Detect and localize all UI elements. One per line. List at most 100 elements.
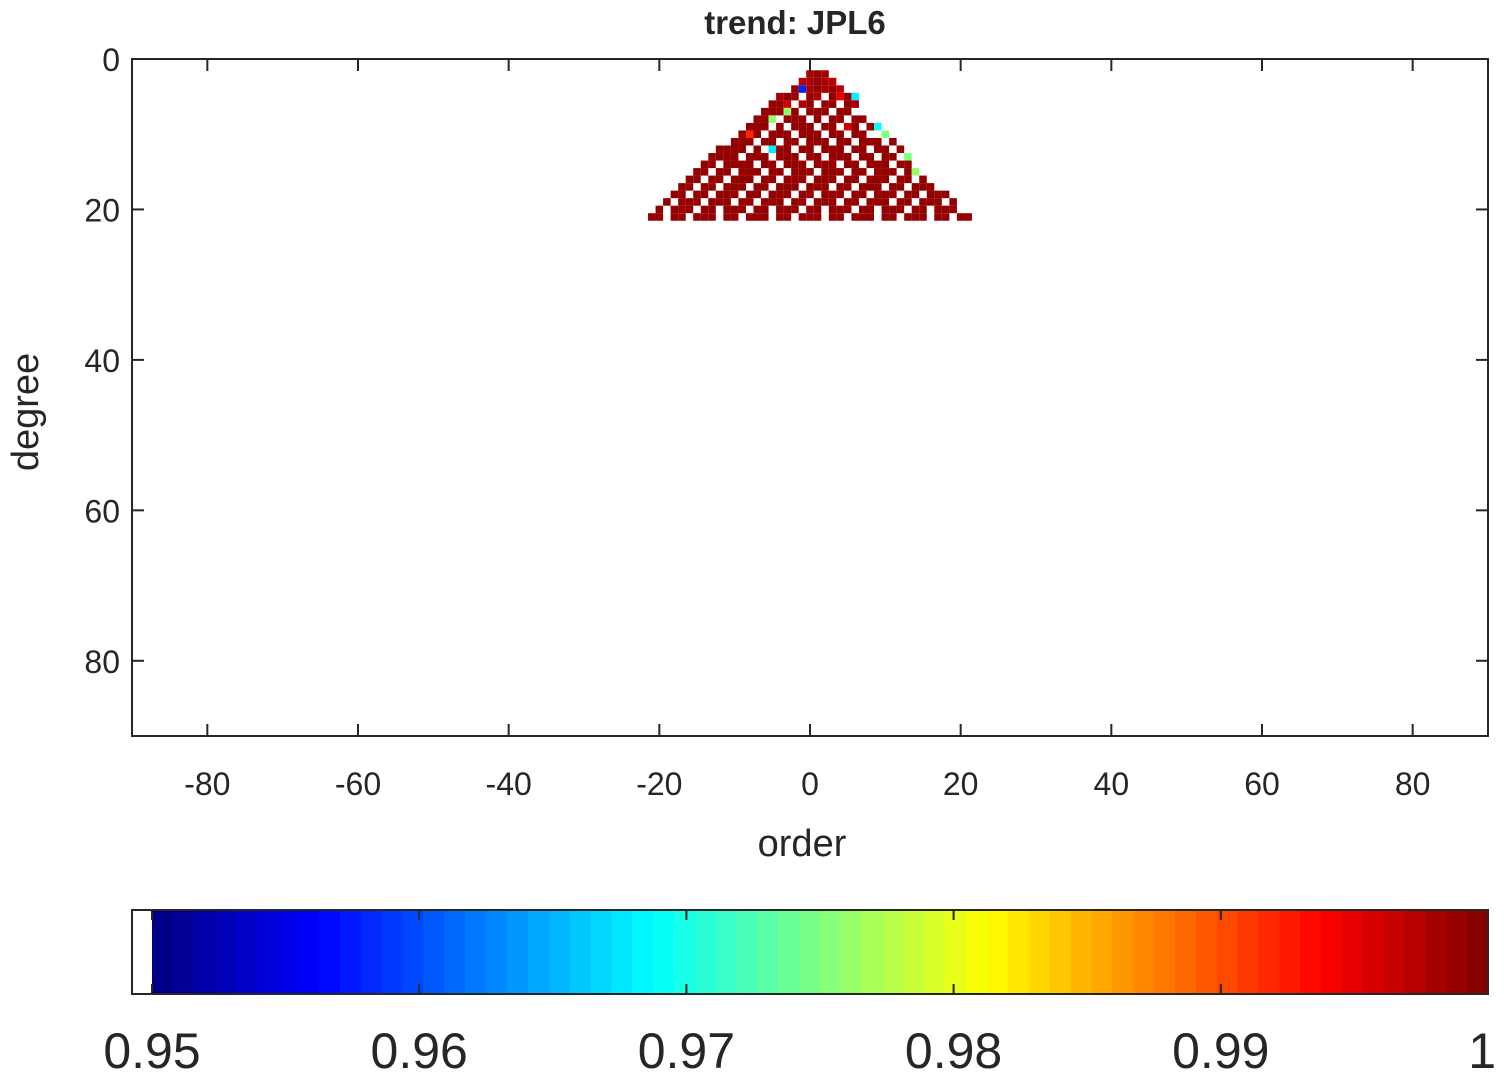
heatmap-cell xyxy=(836,92,844,101)
colorbar-swatch xyxy=(214,910,237,994)
colorbar-swatch xyxy=(1133,910,1155,994)
heatmap-cell xyxy=(806,137,814,146)
heatmap-cell xyxy=(753,168,762,176)
heatmap-cell xyxy=(813,70,822,78)
heatmap-cell xyxy=(851,130,859,138)
heatmap-cell xyxy=(685,183,694,191)
heatmap-cell xyxy=(745,198,754,206)
heatmap-cell xyxy=(866,122,875,131)
heatmap-cell xyxy=(934,190,942,199)
colorbar-swatch xyxy=(1467,910,1489,994)
heatmap-cell xyxy=(896,205,905,214)
heatmap-cell xyxy=(715,153,724,161)
heatmap-cell xyxy=(889,190,897,199)
colorbar-swatch xyxy=(527,910,550,994)
heatmap-cell xyxy=(806,213,814,221)
x-tick-label: 20 xyxy=(943,766,979,802)
heatmap-cell xyxy=(851,190,859,199)
heatmap-cell xyxy=(715,175,724,184)
heatmap-cell xyxy=(753,190,762,199)
colorbar-swatch xyxy=(736,910,758,994)
heatmap-cell xyxy=(828,205,837,214)
heatmap-cell xyxy=(798,145,807,154)
x-tick-label: 80 xyxy=(1395,766,1431,802)
heatmap-cell xyxy=(693,213,701,221)
heatmap-cell xyxy=(904,153,912,161)
heatmap-cell xyxy=(715,190,724,199)
heatmap-cell xyxy=(904,160,912,169)
heatmap-cell xyxy=(776,130,784,138)
heatmap-cell xyxy=(700,213,709,221)
heatmap-cell xyxy=(896,183,905,191)
colorbar-swatch xyxy=(1174,910,1197,994)
heatmap-cell xyxy=(783,130,792,138)
colorbar-swatch xyxy=(1383,910,1406,994)
heatmap-cell xyxy=(783,205,792,214)
heatmap-cell xyxy=(761,205,769,214)
heatmap-cell xyxy=(663,198,671,206)
heatmap-cell xyxy=(745,175,754,184)
heatmap-cell xyxy=(904,168,912,176)
y-tick-label: 20 xyxy=(84,192,120,228)
heatmap-cell xyxy=(881,130,890,138)
heatmap-cell xyxy=(851,92,859,101)
heatmap-cell xyxy=(738,145,746,154)
heatmap-cell xyxy=(843,100,852,108)
heatmap-cell xyxy=(806,183,814,191)
heatmap-cell xyxy=(761,122,769,131)
heatmap-cell xyxy=(821,85,829,93)
heatmap-cell xyxy=(723,183,731,191)
heatmap-cell xyxy=(783,183,792,191)
heatmap-cell xyxy=(866,160,875,169)
colorbar-swatch xyxy=(799,910,821,994)
heatmap-cell xyxy=(655,205,664,214)
heatmap-cell xyxy=(874,145,882,154)
heatmap-cell xyxy=(753,153,762,161)
heatmap-cell xyxy=(783,160,792,169)
heatmap-cell xyxy=(753,115,762,123)
heatmap-cell xyxy=(874,168,882,176)
heatmap-cell xyxy=(745,130,754,138)
heatmap-cell xyxy=(904,175,912,184)
heatmap-cell xyxy=(798,168,807,176)
heatmap-cell xyxy=(866,137,875,146)
heatmap-cell xyxy=(700,190,709,199)
heatmap-cell xyxy=(806,190,814,199)
heatmap-cell xyxy=(828,130,837,138)
heatmap-cell xyxy=(843,92,852,101)
heatmap-cell xyxy=(896,175,905,184)
heatmap-cell xyxy=(776,153,784,161)
heatmap-cell xyxy=(783,145,792,154)
heatmap-cell xyxy=(723,190,731,199)
heatmap-cell xyxy=(874,198,882,206)
heatmap-cell xyxy=(858,130,867,138)
heatmap-cell xyxy=(806,107,814,116)
heatmap-cell xyxy=(783,190,792,199)
heatmap-cell xyxy=(881,160,890,169)
heatmap-cell xyxy=(806,130,814,138)
heatmap-cell xyxy=(806,205,814,214)
heatmap-cell xyxy=(843,183,852,191)
heatmap-cell xyxy=(813,205,822,214)
heatmap-cell xyxy=(851,145,859,154)
heatmap-cell xyxy=(828,213,837,221)
heatmap-cell xyxy=(821,77,829,86)
heatmap-cell xyxy=(753,130,762,138)
heatmap-cell xyxy=(768,107,777,116)
heatmap-cell xyxy=(828,190,837,199)
heatmap-cell xyxy=(678,213,686,221)
colorbar-swatch xyxy=(1112,910,1134,994)
y-tick-label: 40 xyxy=(84,343,120,379)
heatmap-cell xyxy=(806,70,814,78)
heatmap-cell xyxy=(851,100,859,108)
heatmap-cell xyxy=(768,168,777,176)
heatmap-cell xyxy=(874,137,882,146)
heatmap-cell xyxy=(881,168,890,176)
heatmap-cell xyxy=(798,77,807,86)
heatmap-cell xyxy=(708,213,716,221)
heatmap-cell xyxy=(738,183,746,191)
heatmap-cell xyxy=(821,100,829,108)
heatmap-cell xyxy=(723,205,731,214)
heatmap-cell xyxy=(836,85,844,93)
heatmap-cell xyxy=(836,168,844,176)
